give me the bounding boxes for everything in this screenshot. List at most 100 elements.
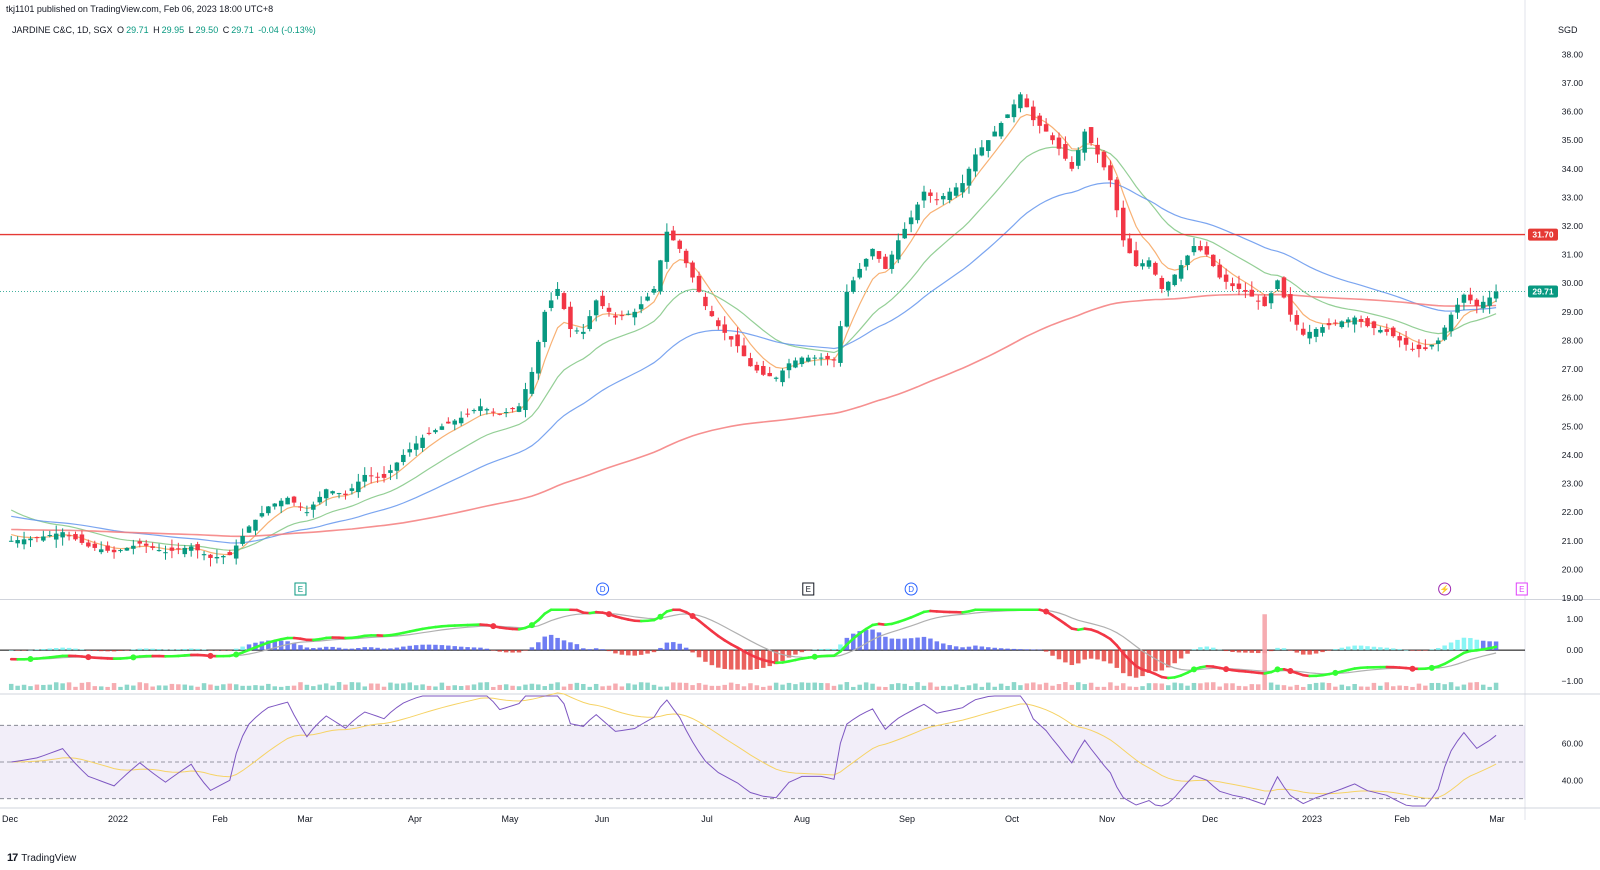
candle-body bbox=[394, 462, 400, 471]
candle-body bbox=[381, 473, 387, 478]
oscillator-cross-dot bbox=[1043, 608, 1050, 615]
volume-bar bbox=[221, 684, 226, 690]
oscillator-histogram-bar bbox=[581, 648, 586, 651]
volume-bar bbox=[581, 683, 586, 690]
oscillator-histogram-bar bbox=[1255, 650, 1261, 654]
volume-bar bbox=[1050, 685, 1055, 690]
candle-body bbox=[838, 326, 843, 363]
candle-body bbox=[1236, 283, 1242, 289]
oscillator-histogram-bar bbox=[368, 647, 374, 651]
oscillator-histogram-bar bbox=[619, 650, 625, 655]
candle-body bbox=[420, 437, 425, 448]
volume-bar bbox=[722, 684, 727, 690]
volume-bar bbox=[336, 682, 342, 690]
volume-bar bbox=[1082, 684, 1087, 690]
tradingview-logo[interactable]: 17 TradingView bbox=[7, 852, 76, 864]
candle-body bbox=[458, 417, 464, 424]
volume-bar bbox=[21, 684, 27, 690]
candle-body bbox=[1390, 327, 1396, 337]
candle-body bbox=[439, 426, 445, 430]
oscillator-histogram-bar bbox=[921, 636, 927, 651]
volume-bar bbox=[1345, 686, 1351, 690]
volume-bar bbox=[1043, 682, 1049, 690]
candle-body bbox=[941, 195, 946, 200]
oscillator-histogram-bar bbox=[413, 645, 419, 651]
candle-body bbox=[304, 512, 310, 514]
oscillator-histogram-bar bbox=[645, 650, 650, 654]
candle-body bbox=[677, 240, 682, 249]
event-marker-label: ⚡ bbox=[1440, 584, 1450, 594]
candle-body bbox=[1249, 289, 1255, 297]
candle-body bbox=[1011, 104, 1017, 118]
oscillator-histogram-bar bbox=[60, 647, 65, 651]
time-tick-label: Oct bbox=[1005, 814, 1020, 824]
volume-bar bbox=[1005, 685, 1010, 690]
candle-body bbox=[92, 543, 98, 548]
oscillator-histogram-bar bbox=[484, 648, 490, 651]
volume-bar bbox=[124, 684, 130, 690]
volume-bar bbox=[278, 686, 284, 690]
candle-body bbox=[1371, 321, 1377, 329]
candle-body bbox=[529, 371, 535, 394]
oscillator-histogram-bar bbox=[503, 650, 509, 653]
oscillator-histogram-bar bbox=[1300, 650, 1306, 655]
oscillator-histogram-bar bbox=[1371, 646, 1377, 651]
oscillator-histogram-bar bbox=[188, 648, 194, 651]
candle-body bbox=[471, 410, 477, 412]
oscillator-cross-dot bbox=[490, 623, 497, 630]
volume-bar bbox=[844, 682, 850, 690]
oscillator-histogram-bar bbox=[1352, 645, 1357, 651]
oscillator-histogram-bar bbox=[1076, 650, 1081, 664]
candle-body bbox=[118, 550, 123, 552]
oscillator-histogram-bar bbox=[1217, 649, 1222, 651]
candle-body bbox=[253, 519, 258, 531]
oscillator-histogram-bar bbox=[722, 650, 727, 669]
candle-body bbox=[1268, 293, 1274, 304]
candle-body bbox=[227, 552, 233, 556]
candle-body bbox=[1140, 263, 1145, 267]
time-tick-label: Apr bbox=[408, 814, 422, 824]
candle-body bbox=[581, 331, 586, 334]
volume-bar bbox=[857, 684, 862, 690]
candle-body bbox=[1204, 246, 1210, 255]
candle-body bbox=[105, 545, 110, 551]
oscillator-histogram-bar bbox=[915, 637, 920, 651]
volume-bar bbox=[60, 683, 65, 690]
oscillator-histogram-bar bbox=[928, 638, 933, 651]
volume-bar bbox=[915, 682, 920, 690]
oscillator-histogram-bar bbox=[1140, 650, 1145, 677]
volume-bar bbox=[690, 685, 695, 690]
volume-bar bbox=[1384, 682, 1390, 690]
volume-bar bbox=[420, 684, 425, 690]
candle-body bbox=[66, 535, 72, 537]
volume-bar bbox=[754, 685, 760, 690]
candle-body bbox=[1397, 336, 1402, 341]
oscillator-histogram-bar bbox=[240, 646, 245, 651]
candle-body bbox=[632, 311, 637, 318]
volume-bar bbox=[529, 683, 535, 690]
candle-body bbox=[1133, 250, 1139, 267]
oscillator-histogram-bar bbox=[458, 646, 464, 651]
candle-body bbox=[1442, 327, 1447, 340]
candle-body bbox=[15, 540, 20, 544]
oscillator-histogram-bar bbox=[857, 631, 862, 651]
oscillator-cross-dot bbox=[528, 622, 535, 629]
candle-body bbox=[793, 360, 798, 368]
oscillator-histogram-bar bbox=[574, 644, 580, 651]
candle-body bbox=[1275, 280, 1280, 290]
candle-body bbox=[1082, 131, 1087, 153]
candle-body bbox=[748, 358, 753, 367]
oscillator-histogram-bar bbox=[1146, 650, 1152, 673]
candle-body bbox=[1108, 165, 1113, 181]
candle-body bbox=[285, 497, 290, 505]
volume-bar bbox=[876, 686, 882, 690]
candle-body bbox=[1480, 301, 1486, 309]
volume-bar bbox=[195, 686, 200, 690]
oscillator-histogram-bar bbox=[953, 646, 959, 651]
candle-body bbox=[73, 534, 78, 540]
volume-bar bbox=[253, 685, 258, 690]
volume-bar bbox=[497, 684, 502, 690]
volume-bar bbox=[131, 685, 136, 690]
volume-bar bbox=[838, 684, 843, 690]
